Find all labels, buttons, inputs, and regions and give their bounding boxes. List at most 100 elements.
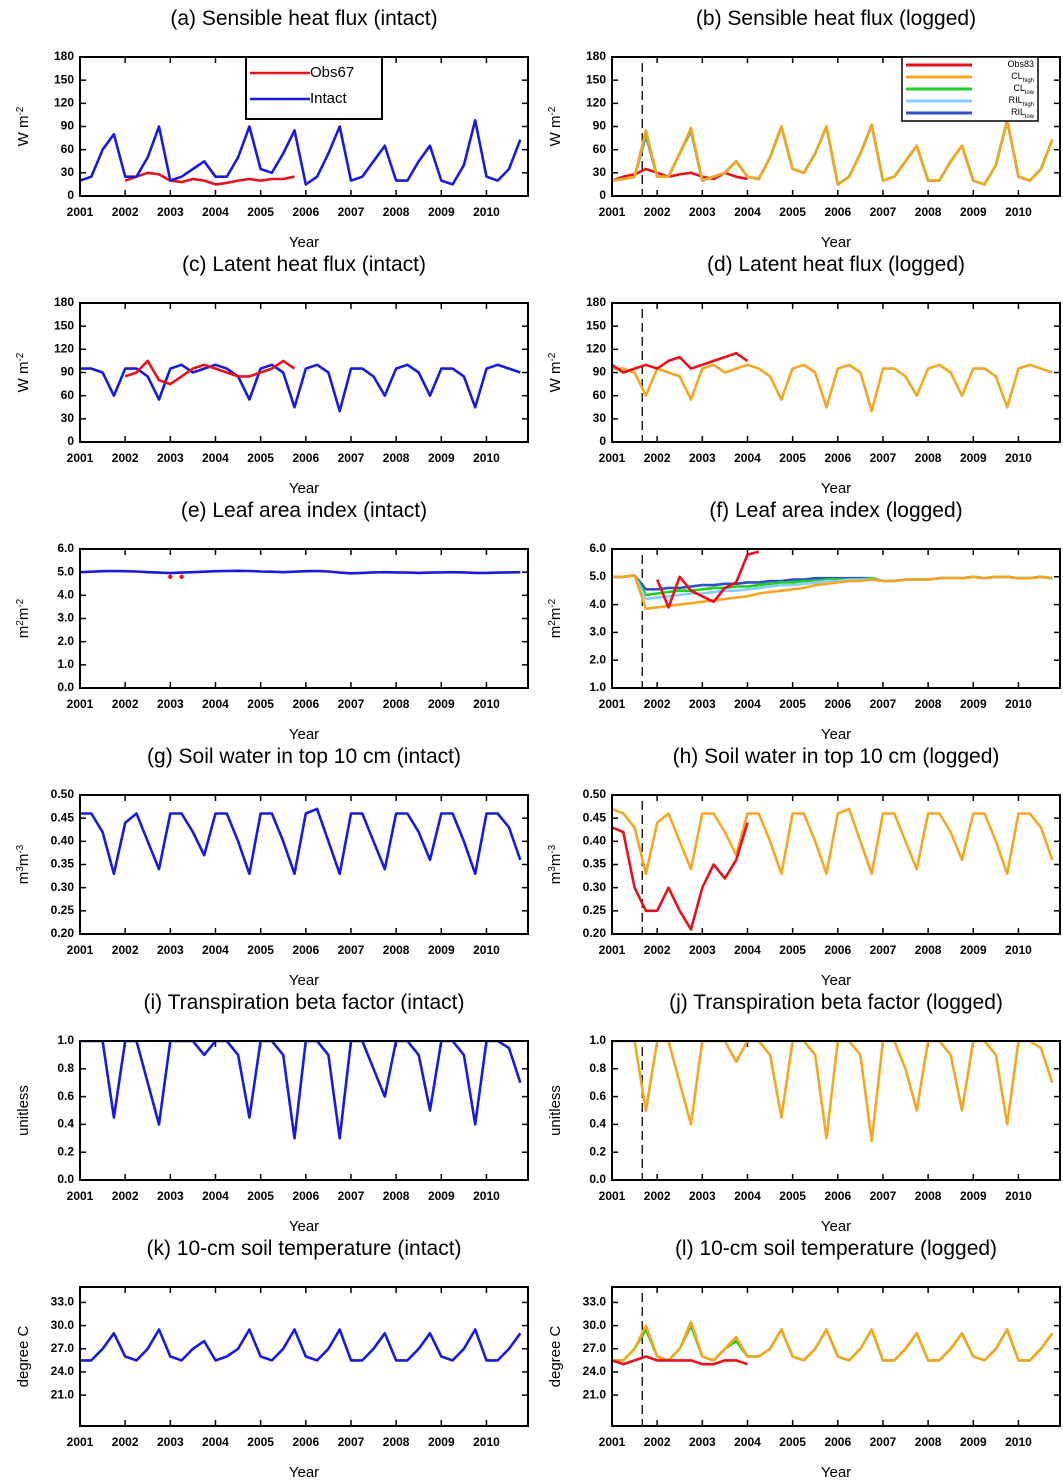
y-tick-label: 0.40 — [51, 834, 75, 848]
panel: (d) Latent heat flux (logged) Year W m-2 0 3… — [547, 253, 1061, 497]
x-tick-label: 2005 — [779, 1189, 806, 1203]
legend-name: RIL — [1011, 107, 1025, 117]
y-tick-label: 4.0 — [57, 588, 74, 602]
x-axis-label: Year — [821, 1464, 851, 1481]
legend-label: CLhigh — [1011, 71, 1034, 83]
x-tick-label: 2010 — [473, 451, 500, 465]
x-tick-label: 2005 — [779, 943, 806, 957]
legend-name-sub: high — [1023, 102, 1034, 108]
y-tick-label: 0.25 — [51, 903, 75, 917]
x-tick-label: 2007 — [338, 205, 365, 219]
y-tick-label: 0.0 — [57, 1172, 74, 1186]
plot-area — [612, 807, 1054, 931]
y-tick-label: 3.0 — [57, 611, 74, 625]
x-tick-label: 2010 — [1005, 697, 1032, 711]
plot-frame — [79, 794, 529, 935]
plot-frame — [79, 1286, 529, 1427]
y-tick-label: 60 — [61, 142, 75, 156]
x-tick-label: 2008 — [915, 1189, 942, 1203]
x-tick-label: 2008 — [383, 1189, 410, 1203]
y-tick-label: 0.2 — [589, 1144, 606, 1158]
y-tick-label: 0.45 — [583, 810, 607, 824]
x-tick-label: 2003 — [689, 1189, 716, 1203]
x-tick-label: 2004 — [734, 1189, 761, 1203]
y-axis-label: unitless — [15, 1085, 32, 1136]
legend-name: CL — [1013, 83, 1025, 93]
plot-area — [80, 1041, 522, 1140]
y-tick-label: 0 — [599, 188, 606, 202]
x-tick-label: 2006 — [824, 943, 851, 957]
y-tick-label: 0.30 — [583, 880, 607, 894]
x-tick-label: 2010 — [473, 697, 500, 711]
y-tick-label: 21.0 — [583, 1387, 607, 1401]
x-axis-label: Year — [289, 234, 319, 251]
plot-area — [80, 359, 521, 413]
panel: (e) Leaf area index (intact)Yearm2m-20.0… — [15, 499, 529, 743]
y-axis-label-part: -2 — [15, 106, 26, 115]
y-tick-label: 0.25 — [583, 903, 607, 917]
x-tick-label: 2003 — [157, 943, 184, 957]
plot-area — [612, 1041, 1054, 1143]
x-tick-label: 2004 — [734, 697, 761, 711]
y-axis-label-part: m — [547, 608, 564, 621]
y-axis-label-part: W m — [547, 362, 564, 393]
y-axis-label-part: degree C — [547, 1325, 564, 1387]
y-tick-label: 33.0 — [51, 1295, 75, 1309]
x-tick-label: 2008 — [915, 943, 942, 957]
x-tick-label: 2004 — [202, 1189, 229, 1203]
series-line — [80, 807, 522, 876]
y-tick-label: 30 — [61, 411, 75, 425]
x-tick-label: 2001 — [599, 697, 626, 711]
plot-frame — [611, 1286, 1061, 1427]
x-tick-label: 2002 — [112, 1189, 139, 1203]
x-tick-label: 2008 — [915, 697, 942, 711]
panel: (l) 10-cm soil temperature (logged) Year d… — [547, 1237, 1061, 1481]
series-line — [124, 171, 295, 186]
y-tick-label: 0.50 — [583, 787, 607, 801]
x-tick-label: 2004 — [202, 205, 229, 219]
x-tick-label: 2002 — [112, 451, 139, 465]
x-tick-label: 2009 — [428, 451, 455, 465]
x-tick-label: 2008 — [383, 1435, 410, 1449]
legend-name: RIL — [1009, 95, 1023, 105]
x-axis-label: Year — [289, 726, 319, 743]
x-tick-label: 2006 — [824, 1435, 851, 1449]
plot-frame — [79, 302, 529, 443]
x-tick-label: 2004 — [734, 205, 761, 219]
y-tick-label: 150 — [586, 318, 606, 332]
x-tick-label: 2001 — [599, 943, 626, 957]
panel-title: (a) Sensible heat flux (intact) — [170, 7, 437, 30]
x-tick-label: 2006 — [292, 1189, 319, 1203]
plot-frame — [611, 548, 1061, 689]
y-axis-label-part: -2 — [15, 598, 26, 607]
y-tick-label: 60 — [61, 388, 75, 402]
y-axis-label: W m-2 — [547, 106, 565, 146]
x-tick-label: 2007 — [870, 205, 897, 219]
y-axis-label: degree C — [547, 1325, 564, 1387]
x-tick-label: 2009 — [428, 943, 455, 957]
x-tick-label: 2007 — [870, 697, 897, 711]
y-axis-label-part: 2 — [15, 620, 26, 626]
y-axis-label-part: degree C — [15, 1325, 32, 1387]
y-tick-label: 90 — [61, 119, 75, 133]
x-tick-label: 2005 — [779, 205, 806, 219]
x-tick-label: 2006 — [292, 697, 319, 711]
x-tick-label: 2005 — [779, 697, 806, 711]
x-axis-label: Year — [821, 972, 851, 989]
y-tick-label: 5.0 — [57, 564, 74, 578]
x-tick-label: 2008 — [383, 943, 410, 957]
series-line — [612, 1320, 1054, 1362]
y-tick-label: 0.50 — [51, 787, 75, 801]
y-axis-label: m2m-2 — [15, 598, 33, 638]
legend-box — [245, 56, 383, 120]
plot-area — [80, 1328, 522, 1362]
legend-label: Obs67 — [310, 64, 354, 81]
x-tick-label: 2009 — [960, 1189, 987, 1203]
y-axis-label-part: m — [547, 626, 564, 639]
x-tick-label: 2006 — [292, 205, 319, 219]
y-tick-label: 30.0 — [51, 1318, 75, 1332]
x-tick-label: 2009 — [960, 697, 987, 711]
panel: (f) Leaf area index (logged)Yearm2m-21.0… — [547, 499, 1061, 743]
x-tick-label: 2005 — [247, 1189, 274, 1203]
y-tick-label: 120 — [586, 342, 606, 356]
